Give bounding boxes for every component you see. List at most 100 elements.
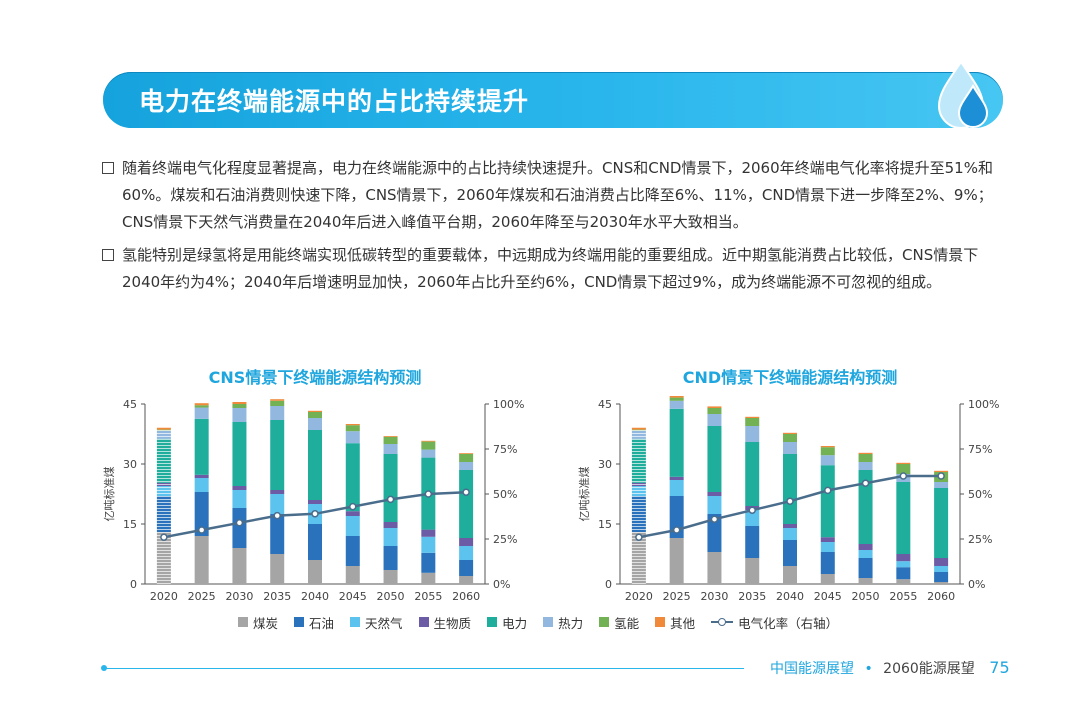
chart-title-cnd: CND情景下终端能源结构预测 xyxy=(682,368,898,387)
bar-segment xyxy=(421,552,436,573)
bar-segment xyxy=(270,399,285,401)
bar-segment xyxy=(820,447,835,456)
bar-segment xyxy=(631,427,646,430)
bar-segment xyxy=(345,443,360,512)
x-tick-label: 2035 xyxy=(738,590,766,603)
legend-label: 生物质 xyxy=(433,615,472,631)
legend-swatch xyxy=(599,617,610,627)
bar-segment xyxy=(156,427,171,430)
legend-label: 其他 xyxy=(670,615,696,631)
bar-segment xyxy=(934,582,949,584)
y-axis-label: 亿吨标准煤 xyxy=(102,467,116,522)
line-point xyxy=(197,526,206,534)
line-point xyxy=(861,479,870,487)
y2-tick-label: 25% xyxy=(493,533,517,546)
legend-label: 天然气 xyxy=(365,615,403,631)
bar-segment xyxy=(345,424,360,426)
bar-segment xyxy=(896,567,911,580)
bar-segment xyxy=(459,462,474,470)
y2-tick-label: 75% xyxy=(968,443,992,456)
bar-segment xyxy=(669,396,684,398)
legend-swatch xyxy=(350,617,361,627)
legend-label: 电力 xyxy=(502,615,528,631)
bar-segment xyxy=(383,522,398,528)
line-point xyxy=(311,510,319,518)
bar-segment xyxy=(745,442,760,506)
line-point xyxy=(386,495,395,504)
bar-segment xyxy=(707,406,722,408)
bar-segment xyxy=(232,508,247,548)
legend-swatch xyxy=(418,617,429,627)
x-tick-label: 2025 xyxy=(188,590,216,603)
bullet-item: 随着终端电气化程度显著提高，电力在终端能源中的占比持续快速提升。CNS和CND情… xyxy=(102,155,1002,236)
bar-segment xyxy=(156,482,171,486)
line-point xyxy=(937,472,945,480)
legend-label: 氢能 xyxy=(614,615,640,631)
bar-segment xyxy=(934,566,949,572)
y-tick-label: 45 xyxy=(123,398,137,411)
bar-segment xyxy=(858,462,873,470)
bar-segment xyxy=(631,438,646,483)
bar-segment xyxy=(421,572,436,584)
cnd-chart: 0 15 30 45 0% 25% 50% 75% 100% 亿吨标准煤 2020 2025 2030 2… xyxy=(577,396,999,603)
legend-item: 其他 xyxy=(655,612,695,632)
bar-segment xyxy=(783,566,797,584)
legend-item: 氢能 xyxy=(599,612,639,632)
bar-segment xyxy=(783,540,797,566)
title-banner: 电力在终端能源中的占比持续提升 xyxy=(103,60,1003,129)
bar-segment xyxy=(934,470,949,472)
bar-segment xyxy=(631,486,646,496)
line-point xyxy=(672,526,681,534)
bar-segment xyxy=(232,422,247,486)
bar-segment xyxy=(745,510,760,526)
x-tick-label: 2060 xyxy=(452,590,480,603)
bar-segment xyxy=(858,578,873,584)
bar-segment xyxy=(707,408,722,414)
x-tick-label: 2050 xyxy=(852,590,880,603)
bar-segment xyxy=(270,400,285,406)
y2-tick-label: 100% xyxy=(968,398,999,411)
bar-segment xyxy=(631,482,646,486)
legend-swatch xyxy=(294,617,305,627)
bar-segment xyxy=(421,440,436,442)
bar-segment xyxy=(783,528,797,540)
x-tick-label: 2020 xyxy=(150,590,178,603)
y2-tick-label: 75% xyxy=(493,443,517,456)
legend-swatch xyxy=(238,617,248,627)
x-tick-label: 2045 xyxy=(814,590,842,603)
bar-segment xyxy=(459,560,474,576)
bar-segment xyxy=(194,478,209,492)
bar-segment xyxy=(669,408,684,477)
bar-segment xyxy=(783,432,797,434)
bar-segment xyxy=(232,408,247,422)
bar-segment xyxy=(421,449,436,458)
bar-segment xyxy=(459,538,474,546)
bar-segment xyxy=(194,403,209,406)
bar-segment xyxy=(270,490,285,494)
legend-label: 石油 xyxy=(309,615,335,631)
line-point xyxy=(424,490,433,498)
y2-tick-label: 25% xyxy=(968,533,992,546)
bullet-list: 随着终端电气化程度显著提高，电力在终端能源中的占比持续快速提升。CNS和CND情… xyxy=(102,155,1002,302)
bar-segment xyxy=(459,454,474,462)
y-tick-label: 30 xyxy=(123,458,137,471)
bar-segment xyxy=(669,397,684,401)
y-tick-label: 45 xyxy=(598,398,612,411)
bar-segment xyxy=(934,488,949,558)
bar-segment xyxy=(896,462,911,464)
footer: 中国能源展望 • 2060能源展望 75 xyxy=(770,658,1010,678)
bar-segment xyxy=(232,486,247,490)
x-tick-label: 2035 xyxy=(263,590,291,603)
legend-swatch xyxy=(655,617,666,627)
bar-segment xyxy=(308,500,322,504)
x-tick-label: 2030 xyxy=(700,590,728,603)
bar-segment xyxy=(459,453,474,454)
footer-divider xyxy=(104,668,744,669)
bar-segment xyxy=(383,436,398,437)
bar-segment xyxy=(345,516,360,536)
line-point xyxy=(462,488,470,496)
bar-segment xyxy=(669,476,684,480)
bar-segment xyxy=(156,496,171,532)
bar-segment xyxy=(707,426,722,492)
water-drop-icon xyxy=(937,60,989,129)
